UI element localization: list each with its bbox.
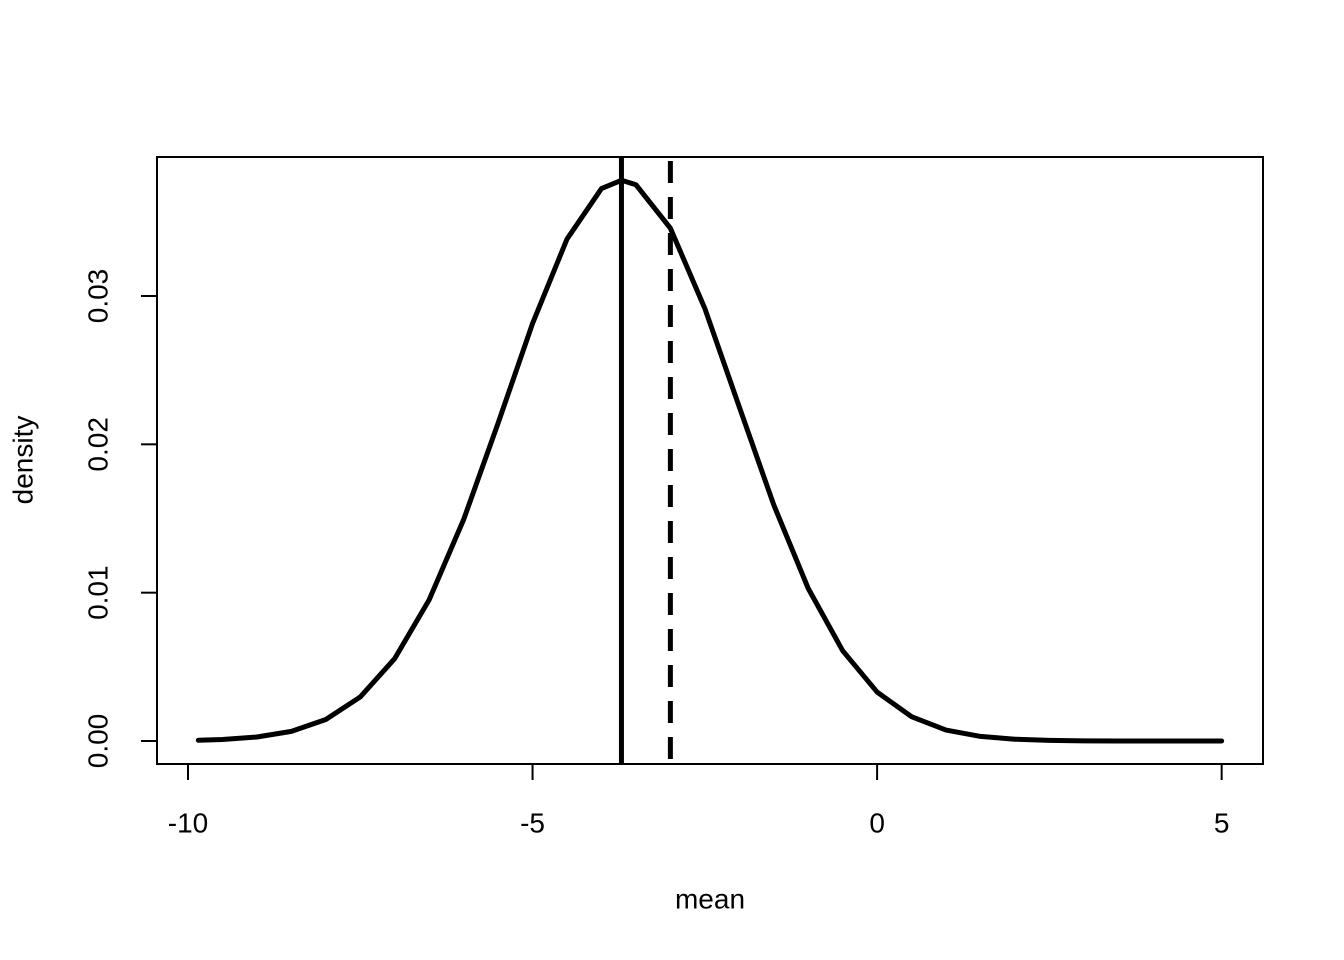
x-axis-label: mean <box>675 883 745 914</box>
y-tick-label: 0.00 <box>82 714 113 769</box>
x-tick-label: 5 <box>1214 807 1230 838</box>
x-tick-label: 0 <box>869 807 885 838</box>
x-tick-label: -5 <box>520 807 545 838</box>
y-axis-label: density <box>7 416 38 505</box>
plot-box <box>156 156 1264 765</box>
y-tick-label: 0.03 <box>82 269 113 324</box>
x-tick-label: -10 <box>168 807 208 838</box>
y-tick-label: 0.01 <box>82 565 113 620</box>
density-curve <box>195 177 1225 744</box>
y-tick-label: 0.02 <box>82 417 113 472</box>
